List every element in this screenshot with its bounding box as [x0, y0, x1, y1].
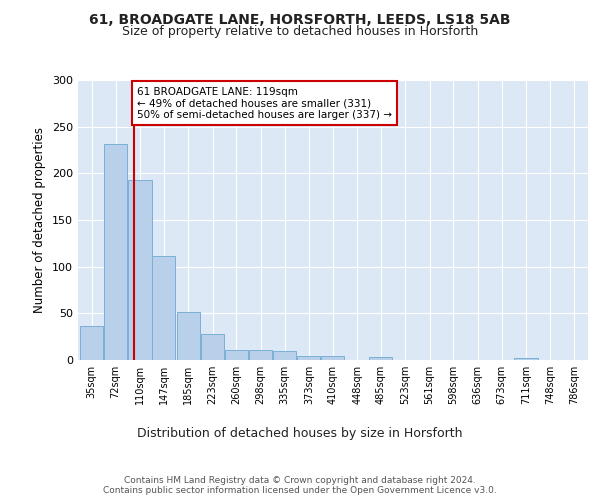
Y-axis label: Number of detached properties: Number of detached properties — [34, 127, 46, 313]
Bar — [273, 350, 296, 360]
Bar — [369, 357, 392, 360]
Bar — [298, 356, 320, 360]
Bar — [249, 350, 272, 360]
Bar — [201, 334, 224, 360]
Text: Contains HM Land Registry data © Crown copyright and database right 2024.
Contai: Contains HM Land Registry data © Crown c… — [103, 476, 497, 495]
Bar — [80, 326, 103, 360]
Bar — [225, 350, 248, 360]
Bar — [104, 144, 127, 360]
Bar — [176, 312, 200, 360]
Bar — [514, 358, 538, 360]
Text: 61, BROADGATE LANE, HORSFORTH, LEEDS, LS18 5AB: 61, BROADGATE LANE, HORSFORTH, LEEDS, LS… — [89, 12, 511, 26]
Text: Distribution of detached houses by size in Horsforth: Distribution of detached houses by size … — [137, 428, 463, 440]
Bar — [152, 256, 175, 360]
Bar — [321, 356, 344, 360]
Text: Size of property relative to detached houses in Horsforth: Size of property relative to detached ho… — [122, 25, 478, 38]
Bar — [128, 180, 152, 360]
Text: 61 BROADGATE LANE: 119sqm
← 49% of detached houses are smaller (331)
50% of semi: 61 BROADGATE LANE: 119sqm ← 49% of detac… — [137, 86, 392, 120]
